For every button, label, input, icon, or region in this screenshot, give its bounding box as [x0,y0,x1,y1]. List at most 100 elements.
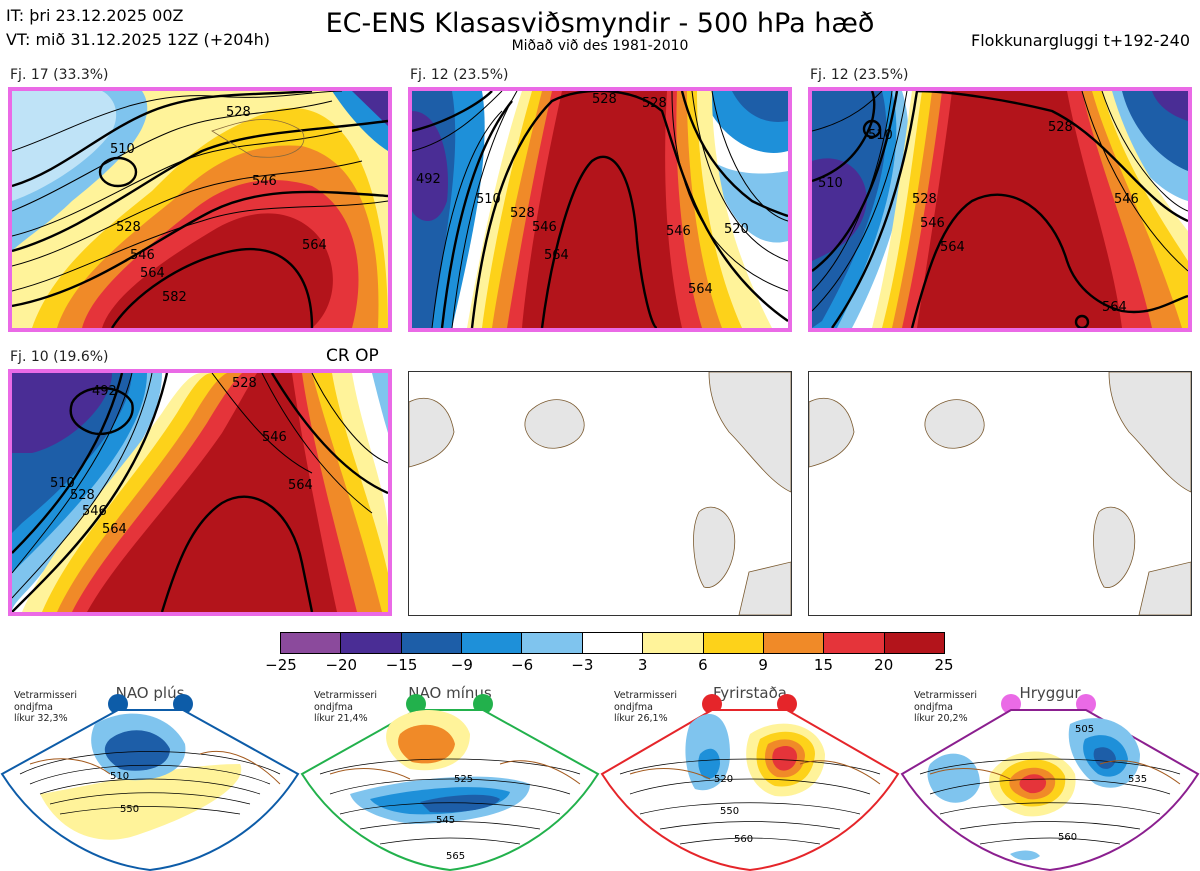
cluster-2-contour-label: 564 [544,248,569,263]
regime-blocking: Fyrirstaða Vetrarmisseri ondjfma líkur 2… [600,684,900,871]
cluster-3-contour-label: 510 [868,128,893,143]
cluster-1-contour-label: 546 [130,248,155,263]
colorbar-tick-label: −15 [385,656,418,674]
cluster-1-contour-label: 564 [302,238,327,253]
regime-text-line: Vetrarmisseri [14,690,77,701]
colorbar-swatch [702,633,763,653]
regime-text-line: líkur 26,1% [614,713,668,724]
regime-text-line: Vetrarmisseri [314,690,377,701]
colorbar-swatch [762,633,824,653]
colorbar-swatch [883,633,944,653]
colorbar-tick-label: 25 [934,656,954,674]
cluster-2-contour-label: 520 [724,222,749,237]
issue-time: IT: þri 23.12.2025 00Z [6,6,184,25]
colorbar-swatch [400,633,462,653]
cluster-3-contour-label: 546 [1114,192,1139,207]
cluster-4-contour-label: 546 [262,430,287,445]
cluster-2-contour-label: 528 [642,96,667,111]
colorbar [280,632,945,654]
cluster-2-label: Fj. 12 (23.5%) [410,67,509,83]
cluster-1-map: 510 528 546 564 528 546 564 582 [8,87,392,332]
cluster-3-label: Fj. 12 (23.5%) [810,67,909,83]
cluster-2-contour-label: 528 [592,92,617,107]
cluster-3-contour-label: 564 [940,240,965,255]
regime-text-line: ondjfma [914,701,953,713]
regime-contour-label: 560 [734,834,753,845]
regime-contour-label: 565 [446,851,465,862]
cluster-3-contour-label: 546 [920,216,945,231]
regime-nao-plus: NAO plús Vetrarmisseri ondjfma líkur 32,… [0,684,300,871]
classification-window: Flokkunargluggi t+192-240 [971,31,1190,50]
regime-contour-label: 505 [1075,724,1094,735]
colorbar-tick-label: 15 [813,656,833,674]
regime-contour-label: 550 [720,806,739,817]
colorbar-swatch [340,633,401,653]
regime-title: Hryggur [1019,684,1081,702]
colorbar-swatch [823,633,884,653]
regime-text-line: ondjfma [14,701,53,713]
colorbar-tick-label: −6 [511,656,534,674]
regime-text-line: líkur 21,4% [314,713,368,724]
cluster-2-contour-label: 564 [688,282,713,297]
regime-text-line: líkur 20,2% [914,713,968,724]
cluster-2-contour-label: 546 [666,224,691,239]
cluster-1-contour-label: 546 [252,174,277,189]
cluster-4-label: Fj. 10 (19.6%) [10,349,109,365]
cluster-4-map: 492 510 528 546 564 546 564 528 [8,369,392,616]
regime-text-line: líkur 32,3% [14,713,68,724]
cluster-1-contour-label: 564 [140,266,165,281]
cluster-4-contour-label: 564 [102,522,127,537]
cluster-2-contour-label: 510 [476,192,501,207]
regime-contour-label: 520 [714,774,733,785]
cluster-4-contour-label: 528 [232,376,257,391]
regime-nao-minus: NAO mínus Vetrarmisseri ondjfma líkur 21… [300,684,600,871]
cluster-3-contour-label: 510 [818,176,843,191]
regime-title: NAO plús [115,684,185,702]
empty-map-panel [808,371,1192,616]
regime-contour-label: 510 [110,771,129,782]
regime-contour-label: 550 [120,804,139,815]
cluster-2-contour-label: 528 [510,206,535,221]
colorbar-tick-label: 6 [698,656,708,674]
cluster-2-contour-label: 492 [416,172,441,187]
regime-title: Fyrirstaða [713,684,787,702]
regime-text-line: Vetrarmisseri [614,690,677,701]
page-title: EC-ENS Klasasviðsmyndir - 500 hPa hæð [325,8,875,39]
regime-text-line: Vetrarmisseri [914,690,977,701]
colorbar-swatch [581,633,643,653]
cluster-3-contour-label: 564 [1102,300,1127,315]
cluster-1-contour-label: 582 [162,290,187,305]
cluster-1-contour-label: 528 [116,220,141,235]
colorbar-swatch [281,633,341,653]
colorbar-tick-label: −9 [450,656,473,674]
colorbar-tick-label: −20 [325,656,358,674]
regime-contour-label: 560 [1058,832,1077,843]
regime-contour-label: 545 [436,815,455,826]
colorbar-tick-label: 3 [637,656,648,674]
colorbar-swatch [461,633,522,653]
cluster-2-map: 528 528 492 510 528 546 564 546 520 564 [408,87,792,332]
valid-time: VT: mið 31.12.2025 12Z (+204h) [6,30,271,49]
page-subtitle: Miðað við des 1981-2010 [511,38,689,54]
cluster-1-label: Fj. 17 (33.3%) [10,67,109,83]
cr-op-label: CR OP [326,346,379,366]
regime-text-line: ondjfma [314,701,353,713]
cluster-4-contour-label: 528 [70,488,95,503]
cluster-4-contour-label: 564 [288,478,313,493]
cluster-3-contour-label: 528 [912,192,937,207]
colorbar-tick-label: 20 [874,656,894,674]
empty-map-panel [408,371,792,616]
colorbar-swatch [521,633,582,653]
colorbar-tick-label: −25 [265,656,297,674]
cluster-3-map: 510 528 546 510 528 546 564 564 [808,87,1192,332]
regime-text-line: ondjfma [614,701,653,713]
regime-contour-label: 535 [1128,774,1147,785]
cluster-4-contour-label: 492 [92,384,117,399]
colorbar-swatch [642,633,703,653]
regime-ridge: Hryggur Vetrarmisseri ondjfma líkur 20,2… [900,684,1200,871]
cluster-1-contour-label: 528 [226,105,251,120]
cluster-3-contour-label: 528 [1048,120,1073,135]
cluster-4-contour-label: 510 [50,476,75,491]
regime-contour-label: 525 [454,774,473,785]
cluster-1-contour-label: 510 [110,142,135,157]
